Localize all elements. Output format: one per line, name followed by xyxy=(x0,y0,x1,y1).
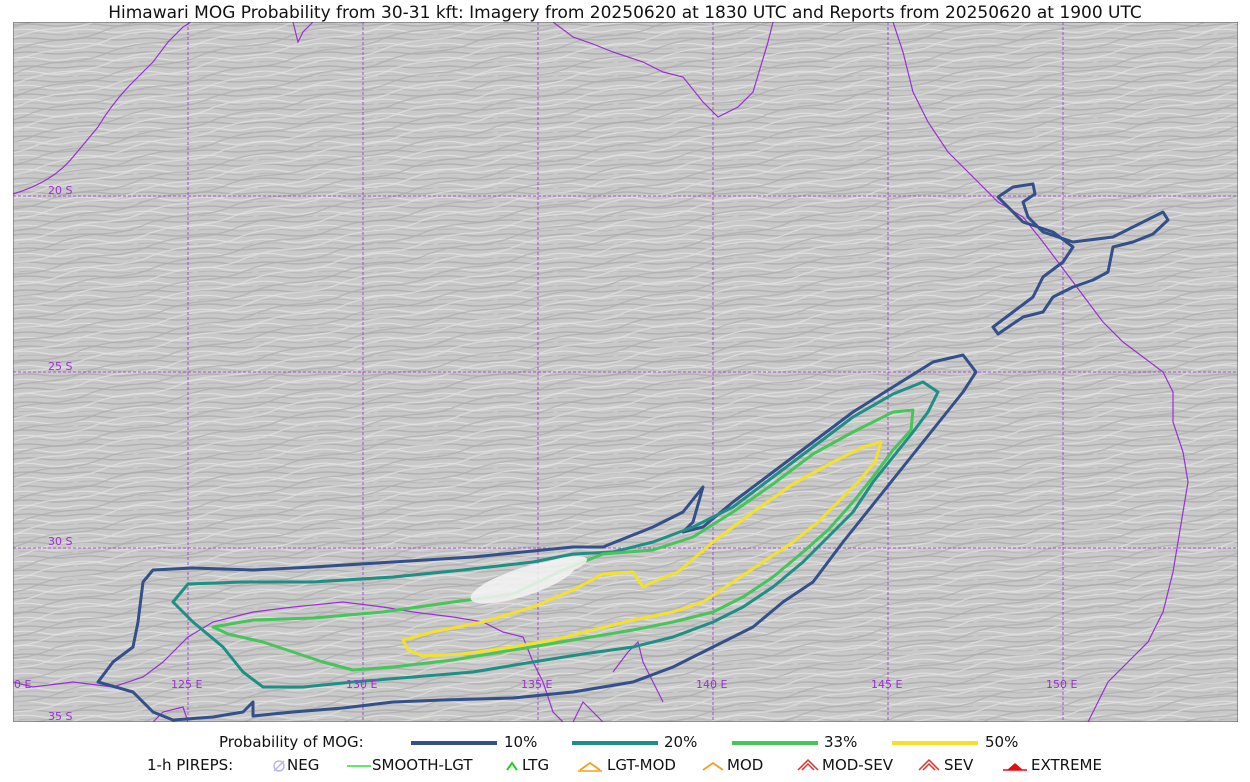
probability-legend-label: Probability of MOG: xyxy=(219,733,364,751)
legend-label-20: 20% xyxy=(664,733,698,751)
lon-label-125e: 125 E xyxy=(171,678,202,691)
figure-title: Himawari MOG Probability from 30-31 kft:… xyxy=(108,3,1142,23)
smooth-lgt-icon xyxy=(347,765,371,767)
lgt-mod-icon xyxy=(578,761,602,772)
lon-label-145e: 145 E xyxy=(871,678,902,691)
sev-icon xyxy=(918,758,940,771)
lon-label-120e: 120 E xyxy=(13,678,31,691)
lat-label-35s: 35 S xyxy=(48,710,72,722)
contour-20-percent xyxy=(171,380,940,689)
map-panel: 20 S 25 S 30 S 35 S 120 E 125 E 130 E 13… xyxy=(0,21,1239,723)
legend-swatch-33 xyxy=(732,741,818,745)
cloud-band xyxy=(470,556,588,604)
contour-50-percent xyxy=(401,440,883,658)
coastline xyxy=(12,21,1189,723)
legend-swatch-20 xyxy=(572,741,658,745)
pirep-label-lgt-mod: LGT-MOD xyxy=(607,756,676,774)
lon-label-130e: 130 E xyxy=(346,678,377,691)
pirep-label-mod: MOD xyxy=(727,756,764,774)
lat-label-25s: 25 S xyxy=(48,360,72,373)
legend-swatch-10 xyxy=(411,741,497,745)
legend-swatch-50 xyxy=(892,741,978,745)
legend-label-10: 10% xyxy=(504,733,538,751)
lon-label-140e: 140 E xyxy=(696,678,727,691)
lat-label-20s: 20 S xyxy=(48,184,72,197)
ltg-icon xyxy=(506,761,518,771)
lon-label-150e: 150 E xyxy=(1046,678,1077,691)
pirep-label-neg: NEG xyxy=(287,756,320,774)
contour-10-percent-ne xyxy=(991,182,1170,336)
pirep-label-extreme: EXTREME xyxy=(1031,756,1102,774)
satellite-map: 20 S 25 S 30 S 35 S 120 E 125 E 130 E 13… xyxy=(0,21,1239,723)
legend-label-33: 33% xyxy=(824,733,858,751)
pirep-label-sev: SEV xyxy=(944,756,974,774)
pirep-label-mod-sev: MOD-SEV xyxy=(822,756,893,774)
pireps-legend-label: 1-h PIREPS: xyxy=(147,756,234,774)
extreme-icon xyxy=(1003,763,1027,771)
neg-icon xyxy=(273,760,285,772)
legend-label-50: 50% xyxy=(985,733,1019,751)
pirep-label-smooth-lgt: SMOOTH-LGT xyxy=(372,756,473,774)
contour-10-percent xyxy=(96,353,978,722)
mod-icon xyxy=(702,761,724,771)
lat-label-30s: 30 S xyxy=(48,535,72,548)
lon-label-135e: 135 E xyxy=(521,678,552,691)
mod-sev-icon xyxy=(797,758,819,771)
pirep-label-ltg: LTG xyxy=(522,756,550,774)
